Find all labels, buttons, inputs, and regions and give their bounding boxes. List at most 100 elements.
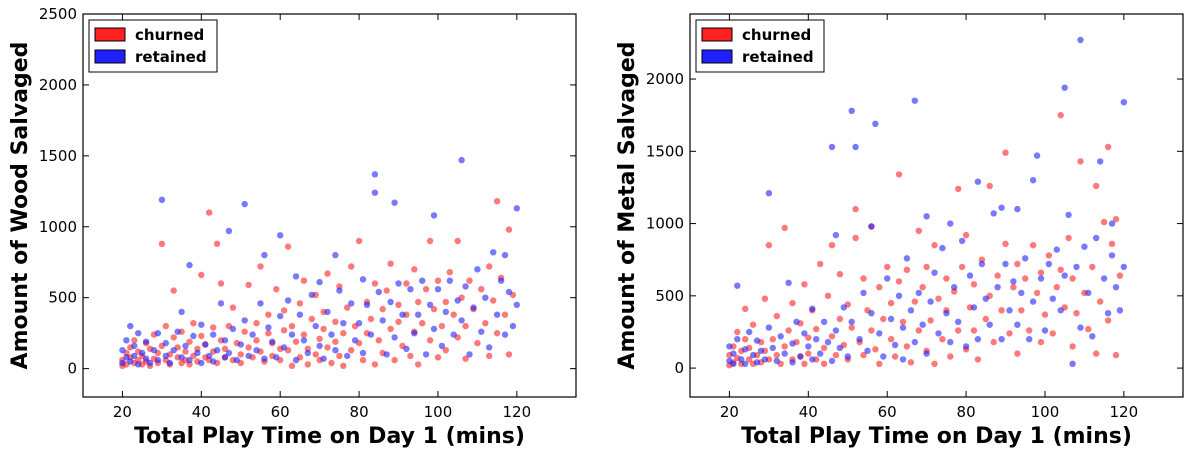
wood-churned-point: [490, 297, 497, 304]
wood-churned-point: [493, 198, 501, 205]
metal-churned-point: [1069, 343, 1076, 350]
metal-churned-point: [907, 359, 915, 366]
metal-retained-point: [1120, 263, 1128, 271]
wood-churned-point: [434, 354, 442, 361]
metal-churned-point: [773, 351, 780, 359]
metal-churned-point: [958, 263, 966, 271]
metal-retained-point: [753, 359, 761, 366]
wood-retained-point: [225, 349, 233, 357]
metal-churned-point: [891, 353, 899, 360]
wood-retained-point: [454, 297, 461, 304]
wood-churned-point: [482, 320, 489, 327]
wood-retained-point: [221, 354, 229, 361]
metal-retained-point: [1104, 310, 1112, 317]
wood-retained-point: [292, 273, 300, 280]
metal-churned-point: [1065, 234, 1072, 242]
metal-churned-point: [884, 263, 891, 271]
wood-retained-point: [277, 312, 284, 320]
metal-retained-point: [1018, 289, 1025, 297]
metal-churned-point: [1037, 338, 1045, 346]
metal-x-tick-label: 100: [1031, 403, 1060, 421]
wood-retained-point: [442, 308, 449, 316]
metal-retained-point: [765, 190, 773, 197]
metal-retained-point: [836, 344, 844, 352]
metal-retained-point: [832, 231, 840, 239]
metal-retained-point: [903, 255, 911, 262]
metal-churned-point: [943, 275, 950, 282]
metal-retained-point: [962, 343, 970, 350]
metal-retained-point: [915, 289, 922, 297]
metal-churned-point: [986, 182, 993, 190]
metal-retained-point: [1081, 243, 1088, 250]
wood-retained-point: [359, 349, 367, 357]
metal-retained-point: [809, 356, 816, 363]
wood-churned-point: [280, 327, 288, 334]
metal-churned-point: [970, 327, 978, 334]
metal-churned-point: [903, 343, 911, 350]
metal-churned-point: [872, 346, 879, 353]
wood-retained-point: [233, 356, 240, 364]
wood-churned-point: [395, 318, 402, 325]
metal-retained-point: [1029, 298, 1037, 305]
wood-retained-point: [383, 351, 390, 358]
metal-retained-point: [880, 353, 887, 360]
metal-retained-point: [1026, 336, 1033, 343]
wood-churned-point: [273, 286, 280, 293]
wood-retained-point: [131, 352, 138, 360]
metal-churned-point: [1116, 272, 1124, 279]
wood-retained-point: [131, 342, 138, 350]
metal-churned-point: [887, 299, 895, 307]
metal-churned-point: [923, 263, 930, 271]
wood-churned-point: [486, 352, 493, 360]
metal-churned-point: [1112, 351, 1120, 359]
wood-retained-point: [162, 339, 169, 347]
wood-retained-point: [186, 261, 193, 269]
metal-retained-point: [884, 275, 891, 282]
metal-churned-point: [848, 324, 855, 331]
metal-churned-point: [742, 305, 749, 312]
metal-churned-point: [947, 353, 954, 360]
wood-retained-point: [190, 332, 197, 340]
metal-x-axis-label: Total Play Time on Day 1 (mins): [741, 424, 1132, 449]
wood-churned-point: [419, 320, 426, 327]
wood-retained-point: [119, 359, 126, 367]
wood-x-tick-label: 20: [113, 403, 132, 421]
wood-churned-point: [478, 286, 485, 293]
wood-retained-point: [399, 311, 406, 318]
metal-churned-point: [761, 295, 769, 302]
metal-churned-point: [962, 231, 970, 239]
wood-retained-point: [288, 331, 296, 338]
metal-retained-point: [765, 324, 773, 331]
wood-churned-point: [265, 311, 272, 318]
metal-churned-point: [765, 242, 773, 249]
wood-retained-point: [501, 251, 509, 259]
metal-retained-point: [1061, 272, 1068, 279]
metal-retained-point: [872, 120, 879, 128]
wood-churned-point: [245, 281, 252, 289]
wood-retained-point: [300, 337, 308, 344]
wood-churned-point: [367, 315, 375, 323]
wood-y-tick-label: 2500: [39, 5, 77, 23]
wood-retained-point: [292, 356, 300, 364]
wood-retained-point: [194, 349, 201, 357]
metal-churned-point: [1057, 266, 1064, 273]
wood-churned-point: [348, 263, 355, 270]
metal-retained-point: [911, 97, 918, 104]
metal-churned-point: [1100, 218, 1108, 226]
metal-retained-point: [1108, 252, 1116, 259]
metal-churned-point: [742, 336, 749, 343]
metal-churned-point: [990, 338, 997, 346]
metal-retained-point: [1073, 263, 1080, 271]
metal-x-tick-label: 60: [878, 403, 897, 421]
metal-retained-point: [1021, 255, 1029, 262]
metal-churned-point: [903, 266, 911, 273]
metal-y-axis-label: Amount of Metal Salvaged: [615, 41, 640, 369]
metal-retained-point: [824, 338, 832, 346]
metal-churned-point: [836, 315, 844, 323]
metal-churned-point: [955, 327, 962, 334]
metal-churned-point: [911, 298, 918, 305]
wood-retained-point: [249, 331, 256, 338]
metal-retained-point: [998, 204, 1005, 211]
wood-churned-point: [186, 338, 193, 345]
wood-churned-point: [241, 328, 248, 335]
